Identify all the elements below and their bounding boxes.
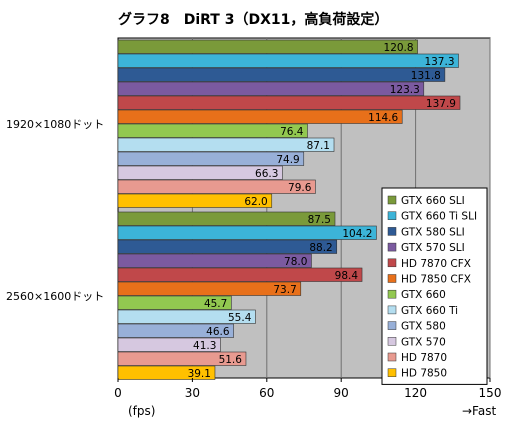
bar-value-label: 120.8 bbox=[384, 42, 414, 54]
legend-swatch bbox=[387, 337, 397, 346]
x-tick-label: 90 bbox=[334, 386, 349, 400]
legend-swatch bbox=[387, 274, 397, 283]
bar bbox=[117, 179, 316, 194]
x-axis-label: (fps) bbox=[128, 404, 155, 418]
bar-value-label: 46.6 bbox=[206, 326, 230, 338]
bar bbox=[117, 351, 247, 366]
bar-value-label: 55.4 bbox=[228, 312, 252, 324]
x-tick-label: 60 bbox=[259, 386, 274, 400]
bar bbox=[117, 239, 338, 254]
legend-label: GTX 570 bbox=[401, 336, 446, 348]
legend-label: GTX 660 Ti SLI bbox=[401, 211, 477, 223]
bar-value-label: 123.3 bbox=[390, 84, 420, 96]
x-tick-label: 0 bbox=[114, 386, 122, 400]
bar bbox=[117, 39, 418, 54]
bar bbox=[117, 365, 216, 380]
legend-swatch bbox=[387, 352, 397, 362]
x-tick-label: 30 bbox=[185, 386, 200, 400]
legend-swatch bbox=[387, 242, 397, 252]
bar-value-label: 78.0 bbox=[284, 256, 307, 268]
legend-swatch bbox=[387, 258, 397, 268]
bar-value-label: 74.9 bbox=[276, 154, 299, 166]
bar-value-label: 88.2 bbox=[309, 242, 332, 254]
legend-label: HD 7850 bbox=[401, 368, 447, 380]
bar-value-label: 104.2 bbox=[342, 228, 372, 240]
bar-value-label: 79.6 bbox=[288, 182, 312, 194]
bar-value-label: 76.4 bbox=[280, 126, 304, 138]
bar-value-label: 114.6 bbox=[368, 112, 398, 124]
bar-value-label: 51.6 bbox=[219, 354, 243, 366]
bar bbox=[117, 123, 308, 138]
bar bbox=[117, 151, 305, 166]
legend: GTX 660 SLI GTX 660 Ti SLI GTX 580 SLI GTX … bbox=[381, 187, 488, 385]
group-label: 2560×1600ドット bbox=[6, 290, 104, 303]
legend-label: GTX 660 bbox=[401, 289, 446, 301]
bar bbox=[117, 81, 425, 96]
legend-swatch bbox=[387, 211, 397, 220]
bar-value-label: 87.1 bbox=[307, 140, 330, 152]
bars: 120.8 137.3 131.8 123.3 137.9 114.6 76.487.1 74… bbox=[117, 39, 461, 380]
bar-value-label: 98.4 bbox=[335, 270, 359, 282]
bar bbox=[117, 295, 232, 310]
bar-value-label: 62.0 bbox=[244, 196, 267, 208]
legend-label: HD 7870 CFX bbox=[401, 258, 471, 270]
bar-value-label: 137.3 bbox=[424, 56, 454, 68]
bar bbox=[117, 211, 336, 226]
legend-swatch bbox=[387, 289, 397, 299]
bar bbox=[117, 165, 283, 180]
x-tick-label: 150 bbox=[479, 386, 502, 400]
legend-label: GTX 570 SLI bbox=[401, 242, 465, 254]
y-axis-group-labels: 1920×1080ドット 2560×1600ドット bbox=[6, 118, 104, 303]
bar-value-label: 73.7 bbox=[273, 284, 296, 296]
bar bbox=[117, 225, 377, 240]
legend-label: GTX 580 SLI bbox=[401, 226, 465, 238]
group-label: 1920×1080ドット bbox=[6, 118, 104, 131]
bar bbox=[117, 109, 403, 124]
bar bbox=[117, 53, 459, 68]
x-axis: 0 30 60 90 120 150 bbox=[114, 378, 501, 400]
legend-label: GTX 580 bbox=[401, 321, 446, 333]
legend-label: HD 7870 bbox=[401, 352, 447, 364]
bar-value-label: 45.7 bbox=[204, 298, 227, 310]
bar-value-label: 39.1 bbox=[188, 368, 211, 380]
legend-swatch bbox=[387, 305, 397, 315]
bar bbox=[117, 337, 221, 352]
legend-label: HD 7850 CFX bbox=[401, 274, 471, 286]
bar-value-label: 66.3 bbox=[255, 168, 278, 180]
bar bbox=[117, 281, 302, 296]
bar bbox=[117, 253, 312, 268]
bar-value-label: 131.8 bbox=[411, 70, 441, 82]
legend-label: GTX 660 SLI bbox=[401, 195, 465, 207]
bar-value-label: 137.9 bbox=[426, 98, 456, 110]
bar bbox=[117, 137, 335, 152]
legend-swatch bbox=[387, 368, 397, 377]
legend-swatch bbox=[387, 321, 397, 330]
chart-title: グラフ8 DiRT 3（DX11，高負荷設定） bbox=[118, 11, 388, 28]
bar bbox=[117, 95, 461, 110]
bar bbox=[117, 323, 234, 338]
bar bbox=[117, 193, 273, 208]
x-axis-direction-label: →Fast bbox=[462, 404, 496, 418]
legend-swatch bbox=[387, 195, 397, 205]
bar-value-label: 87.5 bbox=[308, 214, 331, 226]
legend-swatch bbox=[387, 227, 397, 236]
legend-label: GTX 660 Ti bbox=[401, 305, 458, 317]
bar bbox=[117, 309, 256, 324]
x-tick-label: 120 bbox=[404, 386, 427, 400]
bar bbox=[117, 67, 446, 82]
bar-value-label: 41.3 bbox=[193, 340, 216, 352]
bar bbox=[117, 267, 363, 282]
legend-box bbox=[381, 187, 488, 385]
